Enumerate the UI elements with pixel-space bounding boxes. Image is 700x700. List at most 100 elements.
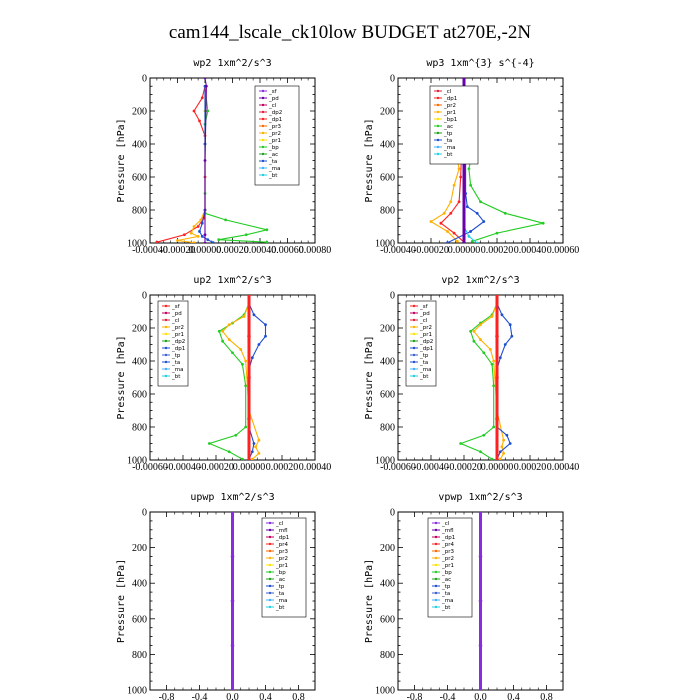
series-line xyxy=(473,303,505,460)
series-marker xyxy=(495,442,499,445)
series-marker xyxy=(244,233,248,237)
series-marker xyxy=(495,451,499,455)
legend-label: _ta xyxy=(268,159,277,165)
series-marker xyxy=(247,402,251,406)
legend-marker xyxy=(436,110,440,114)
series-marker xyxy=(231,627,234,631)
legend-label: _tp xyxy=(419,353,429,359)
series-marker xyxy=(462,192,466,195)
x-tick-label: -0.00060 xyxy=(132,462,168,473)
series-marker xyxy=(247,392,251,396)
legend-marker xyxy=(268,542,272,546)
series-marker xyxy=(469,230,472,233)
legend-marker xyxy=(268,563,272,567)
series-marker xyxy=(467,235,471,238)
legend-label: _tp xyxy=(171,353,181,359)
series-marker xyxy=(479,620,482,624)
y-tick-label: 400 xyxy=(380,579,395,590)
series-marker xyxy=(192,225,196,228)
series-marker xyxy=(247,399,251,403)
series-marker xyxy=(462,211,466,215)
y-tick-label: 800 xyxy=(380,206,395,217)
series-marker xyxy=(479,684,482,688)
series-marker xyxy=(231,645,234,649)
series-marker xyxy=(257,343,261,346)
series-marker xyxy=(250,356,254,360)
series-marker xyxy=(247,323,251,327)
series-marker xyxy=(462,215,466,219)
series-marker xyxy=(217,329,221,333)
legend-label: _pr2 xyxy=(268,131,281,137)
series-marker xyxy=(479,535,482,539)
series-marker xyxy=(462,185,466,189)
series-marker xyxy=(247,442,251,445)
series-marker xyxy=(203,241,207,243)
series-marker xyxy=(479,663,482,667)
series-marker xyxy=(203,159,207,162)
legend-label: _sf xyxy=(419,304,429,310)
series-marker xyxy=(211,241,215,243)
x-tick-label: 0.00020 xyxy=(481,245,514,256)
legend-marker xyxy=(261,103,265,107)
series-marker xyxy=(495,395,499,399)
series-marker xyxy=(495,376,499,379)
series-marker xyxy=(490,362,494,366)
y-tick-label: 0 xyxy=(390,291,395,302)
legend-label: _bt xyxy=(171,374,181,380)
series-marker xyxy=(231,649,234,653)
legend-marker xyxy=(412,374,416,378)
y-axis-label: Pressure [hPa] xyxy=(116,559,127,643)
y-axis-label: Pressure [hPa] xyxy=(116,118,127,202)
x-tick-label: 0.8 xyxy=(540,692,553,700)
series-marker xyxy=(498,457,502,460)
series-marker xyxy=(495,359,499,363)
legend-marker xyxy=(436,103,440,107)
series-marker xyxy=(479,338,482,341)
series-marker xyxy=(231,588,234,592)
series-marker xyxy=(462,221,466,225)
series-marker xyxy=(200,96,204,100)
series-marker xyxy=(247,379,251,383)
legend-marker xyxy=(436,138,440,142)
series-marker xyxy=(247,356,251,360)
series-marker xyxy=(265,240,269,243)
series-marker xyxy=(247,425,251,429)
series-marker xyxy=(495,432,499,436)
legend-marker xyxy=(436,152,440,156)
series-marker xyxy=(200,221,204,225)
legend-label: _dp2 xyxy=(268,110,282,116)
y-tick-label: 600 xyxy=(132,614,147,625)
series-marker xyxy=(462,182,466,186)
series-marker xyxy=(495,372,499,376)
legend-marker xyxy=(268,556,272,560)
legend: _cl_dp1_pr2_pr1_bp1_ac_tp_ta_ma_bt xyxy=(429,85,479,165)
series-marker xyxy=(247,395,251,399)
legend-label: _pr1 xyxy=(275,563,288,569)
series-marker xyxy=(462,83,466,87)
legend-label: _pr1 xyxy=(441,563,454,569)
y-tick-label: 200 xyxy=(380,543,395,554)
legend-marker xyxy=(412,346,416,350)
legend-label: _pr2 xyxy=(419,325,432,331)
series-marker xyxy=(498,450,502,454)
y-axis-label: Pressure [hPa] xyxy=(364,559,375,643)
series-marker xyxy=(495,389,499,393)
series-marker xyxy=(203,233,207,237)
series-marker xyxy=(508,442,512,445)
series-marker xyxy=(495,438,499,442)
series-marker xyxy=(457,167,461,171)
y-tick-label: 400 xyxy=(132,140,147,151)
legend-marker xyxy=(436,145,440,149)
series-marker xyxy=(231,670,234,674)
legend-label: _sf xyxy=(268,89,278,95)
legend-marker xyxy=(261,145,265,149)
series-marker xyxy=(479,574,482,578)
legend-marker xyxy=(164,346,168,350)
series-marker xyxy=(495,300,499,304)
panel-1: wp2 1xm^2/s^3 Pressure [hPa] 0 200 400 600 800… xyxy=(116,58,331,256)
series-marker xyxy=(257,438,261,442)
series-marker xyxy=(479,531,482,535)
legend-marker xyxy=(164,332,168,336)
panel-6: vpwp 1xm^2/s^3 Pressure [hPa] 0 200 400 600 80… xyxy=(364,492,564,700)
legend-marker xyxy=(436,96,440,100)
